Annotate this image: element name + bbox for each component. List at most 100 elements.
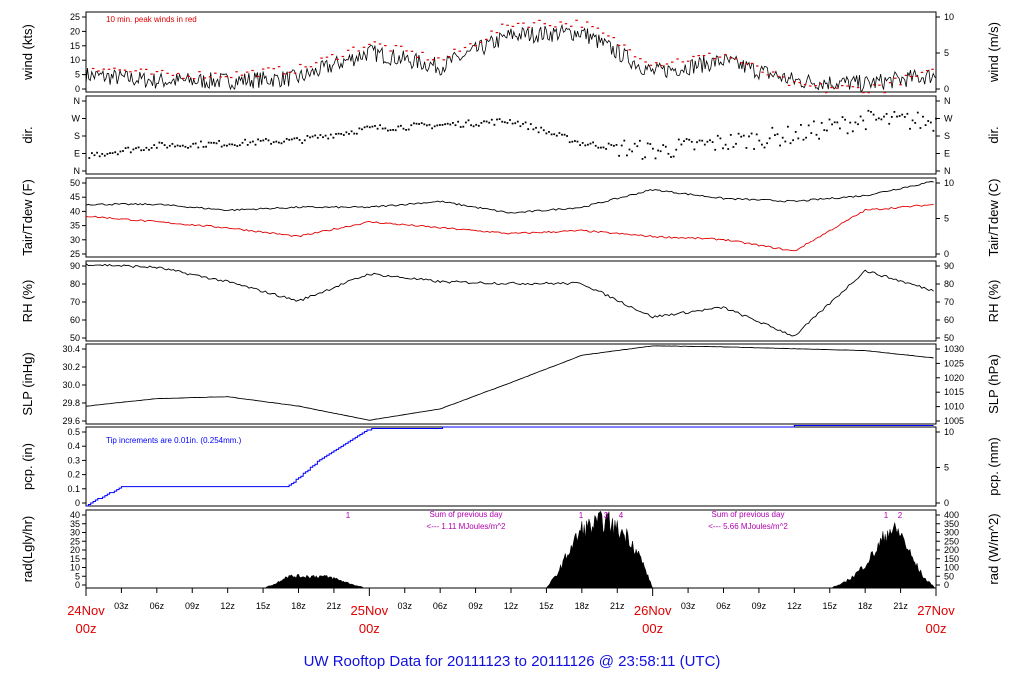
series-point-direction [813,120,815,123]
series-point-gust [458,50,461,52]
series-point-gust [601,32,605,34]
panel-frame [85,177,937,258]
series-point-gust [899,84,902,86]
series-point-direction [220,145,223,148]
y-tick-label: S [74,131,80,141]
series-point-gust [203,77,206,79]
series-point-direction [465,121,467,124]
series-point-direction [903,116,906,118]
series-point-direction [815,133,818,136]
series-point-direction [470,124,472,127]
radiation-marker: 1 [579,511,584,520]
series-point-direction [109,152,111,154]
y-tick-label: 10 [70,55,80,65]
series-point-direction [867,109,870,112]
y-tick-label: N [944,166,951,176]
series-point-direction [348,133,350,135]
series-point-gust [910,76,913,78]
time-tick-label: 03z [681,601,696,611]
series-point-direction [345,131,348,134]
time-tick-label: 18z [291,601,306,611]
series-point-gust [793,81,796,83]
series-point-gust [91,67,95,70]
series-point-direction [314,134,317,137]
series-point-direction [213,141,215,144]
series-point-gust [182,77,185,79]
series-point-direction [626,154,628,157]
series-point-gust [400,45,403,47]
time-tick-label: 09z [185,601,200,611]
series-point-direction [340,133,343,135]
series-point-direction [716,134,719,137]
series-point-direction [683,140,685,142]
series-point-direction [706,140,709,143]
y-tick-label: 25 [70,249,80,259]
series-point-gust [410,50,414,52]
series-point-direction [374,125,376,127]
series-point-direction [423,123,426,126]
series-point-direction [763,146,766,149]
series-point-gust [756,65,759,67]
series-point-direction [906,112,909,115]
series-point-gust [782,76,785,78]
series-point-gust [139,68,143,70]
series-point-gust [485,38,488,41]
series-point-direction [516,120,519,123]
series-point-direction [379,124,381,127]
series-point-direction [176,144,179,147]
y-tick-label: N [74,96,81,106]
y-tick-label: 30 [70,528,80,538]
radiation-marker: 3 [604,511,609,520]
series-point-gust [920,71,924,73]
series-point-gust [320,57,323,59]
panel-annotation: Tip increments are 0.01in. (0.254mm.) [106,436,242,445]
series-point-gust [660,64,663,67]
series-point-direction [205,145,207,148]
series-point-direction [602,146,605,149]
y-axis-label-left: SLP (inHg) [20,352,35,415]
series-point-gust [384,45,387,47]
series-point-gust [872,84,876,86]
series-point-direction [223,144,226,147]
series-point-direction [576,140,579,143]
series-point-gust [214,72,217,74]
series-point-direction [472,125,475,128]
series-point-gust [123,69,127,71]
series-point-gust [586,21,589,23]
series-point-gust [724,53,727,56]
y-tick-label: 0 [944,580,949,590]
series-point-direction [283,140,285,143]
y-tick-label: N [74,166,81,176]
series-point-gust [198,71,201,73]
panel-frame [85,343,937,425]
time-tick-label: 21z [893,601,908,611]
series-line-wind [85,23,937,93]
series-point-gust [155,71,159,73]
series-point-direction [426,124,428,127]
y-tick-label: 1020 [944,373,964,383]
series-point-direction [387,129,389,132]
series-point-direction [849,121,852,124]
series-point-direction [711,141,714,143]
y-axis-label-left: wind (kts) [20,24,35,81]
series-point-direction [358,127,361,130]
series-point-direction [127,146,130,149]
series-point-gust [219,76,222,78]
series-point-direction [914,122,917,124]
series-point-gust [495,32,499,34]
series-point-direction [145,146,148,149]
series-point-direction [192,142,195,145]
series-point-direction [779,144,781,147]
series-point-direction [103,154,106,157]
series-point-gust [570,25,573,27]
series-point-gust [346,49,350,51]
series-point-direction [594,144,597,147]
series-point-direction [353,132,356,135]
time-tick-label: 12z [787,601,802,611]
y-tick-label: 200 [944,545,959,555]
series-point-direction [410,124,413,127]
y-axis-label-right: rad (W/m^2) [986,513,1001,584]
time-tick-label: 18z [858,601,873,611]
time-tick-label: 21z [327,601,342,611]
series-point-direction [896,115,898,118]
